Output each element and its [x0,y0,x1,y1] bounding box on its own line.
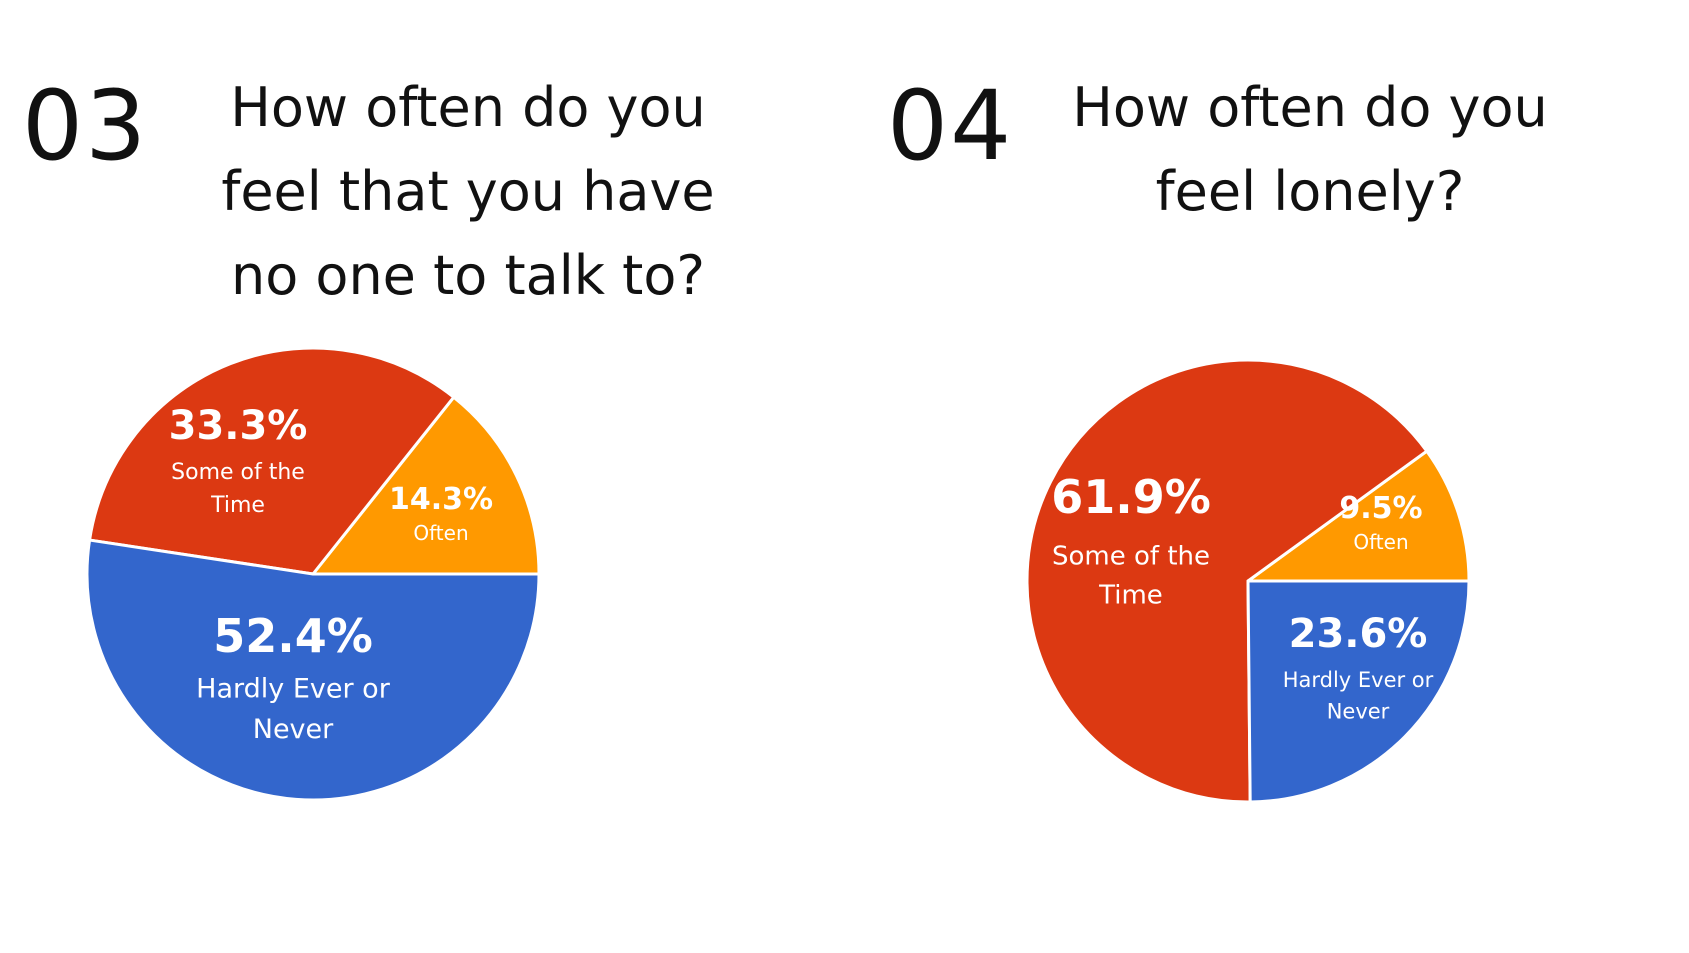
pie-percent-label-often: 14.3% [389,482,493,517]
question-title-line: feel lonely? [1155,160,1465,223]
pie-category-label-hardly-ever-or-never: Never [253,714,334,745]
pie-slice-some-of-the-time [1025,358,1429,804]
pie-slice-hardly-ever-or-never [85,538,541,802]
pie-category-label-some-of-the-time: Time [210,493,265,518]
pie-category-label-some-of-the-time: Some of the [1052,541,1210,571]
pie-slice-hardly-ever-or-never [1246,579,1471,804]
pie-category-label-hardly-ever-or-never: Hardly Ever or [1283,668,1434,692]
pie-chart-feel-lonely: 9.5% Often 61.9% Some of the Time 23.6% Hardly… [1025,358,1471,804]
pie-category-label-often: Often [1353,530,1408,554]
question-title-03: How often do you feel that you have no o… [188,66,748,318]
question-number-04: 04 [887,70,1014,182]
pie-category-label-hardly-ever-or-never: Never [1327,700,1390,724]
pie-percent-label-some-of-the-time: 33.3% [169,403,308,449]
question-title-line: no one to talk to? [230,244,706,307]
pie-slice-often [1246,449,1471,583]
pie-category-label-some-of-the-time: Time [1098,580,1163,610]
pie-percent-label-often: 9.5% [1339,491,1422,526]
question-title-line: How often do you [230,76,706,139]
pie-percent-label-hardly-ever-or-never: 52.4% [213,609,373,663]
question-title-04: How often do you feel lonely? [1060,66,1560,234]
question-title-line: How often do you [1072,76,1548,139]
pie-category-label-hardly-ever-or-never: Hardly Ever or [196,673,391,704]
pie-category-label-some-of-the-time: Some of the [171,460,305,485]
pie-slice-often [311,395,541,576]
pie-percent-label-hardly-ever-or-never: 23.6% [1289,611,1428,657]
pie-category-label-often: Often [413,521,468,545]
pie-slice-some-of-the-time [88,346,456,576]
question-number-03: 03 [22,70,149,182]
pie-chart-no-one-to-talk-to: 14.3% Often 33.3% Some of the Time 52.4% Hardl… [85,346,541,802]
question-title-line: feel that you have [221,160,715,223]
pie-percent-label-some-of-the-time: 61.9% [1051,470,1211,524]
